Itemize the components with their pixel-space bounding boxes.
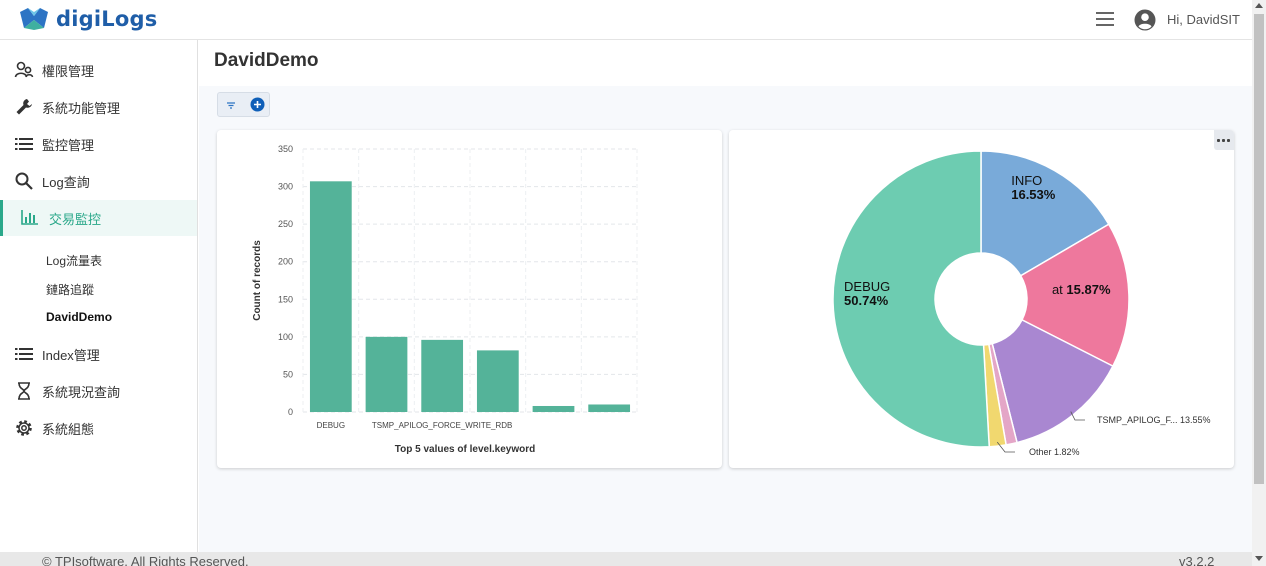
bar-item-5 bbox=[588, 404, 631, 412]
sidebar-item-label: Index管理 bbox=[42, 347, 100, 363]
sidebar-item-monitoring[interactable]: 監控管理 bbox=[0, 127, 197, 161]
sidebar-item-label: 系統組態 bbox=[42, 421, 95, 437]
sidebar-item-system-status[interactable]: 系統現況查詢 bbox=[0, 374, 197, 408]
sidebar-subitem-daviddemo[interactable]: DavidDemo bbox=[46, 310, 113, 324]
bar-debug bbox=[309, 181, 352, 412]
list-icon bbox=[15, 138, 33, 150]
panel-options-icon[interactable] bbox=[1214, 130, 1234, 150]
bar-chart: 0 50 100 150 200 250 300 350 DEBUG TSMP_APILOG_FO… bbox=[252, 144, 638, 455]
page-title: DavidDemo bbox=[214, 50, 319, 71]
sidebar-item-label: 系統功能管理 bbox=[42, 100, 121, 116]
bar-item-1 bbox=[365, 336, 408, 412]
search-icon bbox=[15, 172, 33, 190]
y-tick-label: 150 bbox=[278, 294, 293, 304]
sidebar-item-label: 權限管理 bbox=[42, 63, 95, 79]
sidebar-item-label: Log查詢 bbox=[42, 174, 90, 190]
pie-slice-tsmp-apilog-f- bbox=[991, 318, 1114, 444]
bar-item-4 bbox=[532, 405, 575, 412]
pie-label: at 15.87% bbox=[1052, 282, 1111, 297]
add-circle-icon[interactable] bbox=[250, 97, 265, 112]
sidebar-item-transaction-monitoring[interactable]: 交易監控 bbox=[0, 200, 197, 236]
y-tick-label: 100 bbox=[278, 332, 293, 342]
y-tick-label: 50 bbox=[283, 369, 293, 379]
wrench-icon bbox=[16, 99, 32, 115]
pie-value-label: 15.87% bbox=[1066, 282, 1111, 297]
sidebar: 權限管理 系統功能管理 監控管理 Log查詢 交易監控 Log流量表 鏈路追蹤 … bbox=[0, 40, 198, 552]
dashboard-toolbar bbox=[217, 92, 270, 117]
sidebar-item-permissions[interactable]: 權限管理 bbox=[0, 53, 197, 87]
sidebar-item-system-config[interactable]: 系統組態 bbox=[0, 411, 197, 445]
sidebar-item-index-management[interactable]: Index管理 bbox=[0, 337, 197, 371]
user-greeting[interactable]: Hi, DavidSIT bbox=[1167, 12, 1240, 27]
digilogs-logo-icon bbox=[20, 8, 48, 30]
pie-callout-line bbox=[1070, 411, 1085, 421]
y-tick-label: 300 bbox=[278, 182, 293, 192]
sidebar-item-label: 系統現況查詢 bbox=[42, 384, 121, 400]
sidebar-subitem-log-traffic[interactable]: Log流量表 bbox=[46, 254, 103, 268]
sidebar-item-label: 監控管理 bbox=[42, 137, 95, 153]
sidebar-item-log-query[interactable]: Log查詢 bbox=[0, 164, 197, 198]
hourglass-icon bbox=[18, 382, 30, 400]
bar-chart-panel: 0 50 100 150 200 250 300 350 DEBUG TSMP_APILOG_FO… bbox=[217, 130, 722, 468]
logo-text: digiLogs bbox=[56, 7, 158, 31]
pie-value-label: 50.74% bbox=[844, 293, 889, 308]
page-scrollbar[interactable] bbox=[1252, 0, 1266, 566]
scroll-down-icon[interactable] bbox=[1255, 556, 1263, 561]
x-tick-label: TSMP_APILOG_FORCE_WRITE_RDB bbox=[372, 421, 512, 430]
scrollbar-thumb[interactable] bbox=[1254, 14, 1264, 484]
x-axis-title: Top 5 values of level.keyword bbox=[395, 444, 535, 455]
list-icon bbox=[15, 348, 33, 360]
pie-slice-info bbox=[980, 150, 1110, 277]
y-tick-label: 0 bbox=[288, 407, 293, 417]
y-tick-label: 350 bbox=[278, 144, 293, 154]
page-title-bar: DavidDemo bbox=[199, 40, 1252, 86]
bar-item-3 bbox=[476, 350, 519, 412]
x-tick-label: DEBUG bbox=[317, 421, 345, 430]
version-text: v3.2.2 bbox=[1179, 554, 1215, 566]
main-content: DavidDemo 0 50 100 150 200 250 300 350 DEBUG TSMP… bbox=[199, 40, 1252, 552]
y-tick-label: 200 bbox=[278, 257, 293, 267]
bar-tsmp_apilog_force_write_rdb bbox=[421, 339, 464, 412]
pie-chart-panel: INFO 16.53% at 15.87% DEBUG 50.74% TSMP_APILO… bbox=[729, 130, 1234, 468]
bar-chart-icon bbox=[21, 210, 38, 225]
y-axis-title: Count of records bbox=[252, 240, 263, 321]
pie-callout-line bbox=[996, 441, 1015, 453]
pie-callout-label: TSMP_APILOG_F... 13.55% bbox=[1097, 415, 1211, 425]
top-header: digiLogs Hi, DavidSIT bbox=[0, 0, 1252, 40]
y-tick-label: 250 bbox=[278, 219, 293, 229]
filter-icon[interactable] bbox=[224, 98, 238, 112]
pie-label: DEBUG bbox=[844, 279, 890, 294]
pie-slice-at bbox=[1019, 223, 1130, 368]
footer: © TPIsoftware. All Rights Reserved. v3.2… bbox=[0, 552, 1252, 566]
sidebar-subitem-trace[interactable]: 鏈路追蹤 bbox=[46, 283, 95, 297]
user-avatar-icon[interactable] bbox=[1134, 9, 1156, 31]
pie-label-name: at bbox=[1052, 282, 1066, 297]
pie-slice-debug bbox=[832, 150, 991, 448]
gear-icon bbox=[16, 420, 32, 436]
pie-value-label: 16.53% bbox=[1011, 187, 1056, 202]
scroll-up-icon[interactable] bbox=[1255, 3, 1263, 8]
sidebar-item-system-functions[interactable]: 系統功能管理 bbox=[0, 90, 197, 124]
sidebar-item-label: 交易監控 bbox=[49, 211, 102, 227]
copyright-text: © TPIsoftware. All Rights Reserved. bbox=[42, 554, 249, 566]
pie-label: INFO bbox=[1011, 173, 1042, 188]
menu-toggle-icon[interactable] bbox=[1096, 12, 1114, 26]
users-icon bbox=[14, 61, 34, 78]
pie-callout-label: Other 1.82% bbox=[1029, 447, 1080, 457]
logo[interactable]: digiLogs bbox=[18, 6, 157, 32]
